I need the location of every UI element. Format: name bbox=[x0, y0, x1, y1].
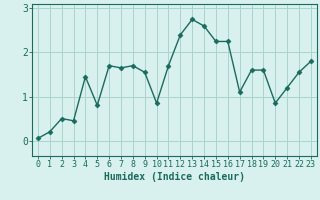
X-axis label: Humidex (Indice chaleur): Humidex (Indice chaleur) bbox=[104, 172, 245, 182]
